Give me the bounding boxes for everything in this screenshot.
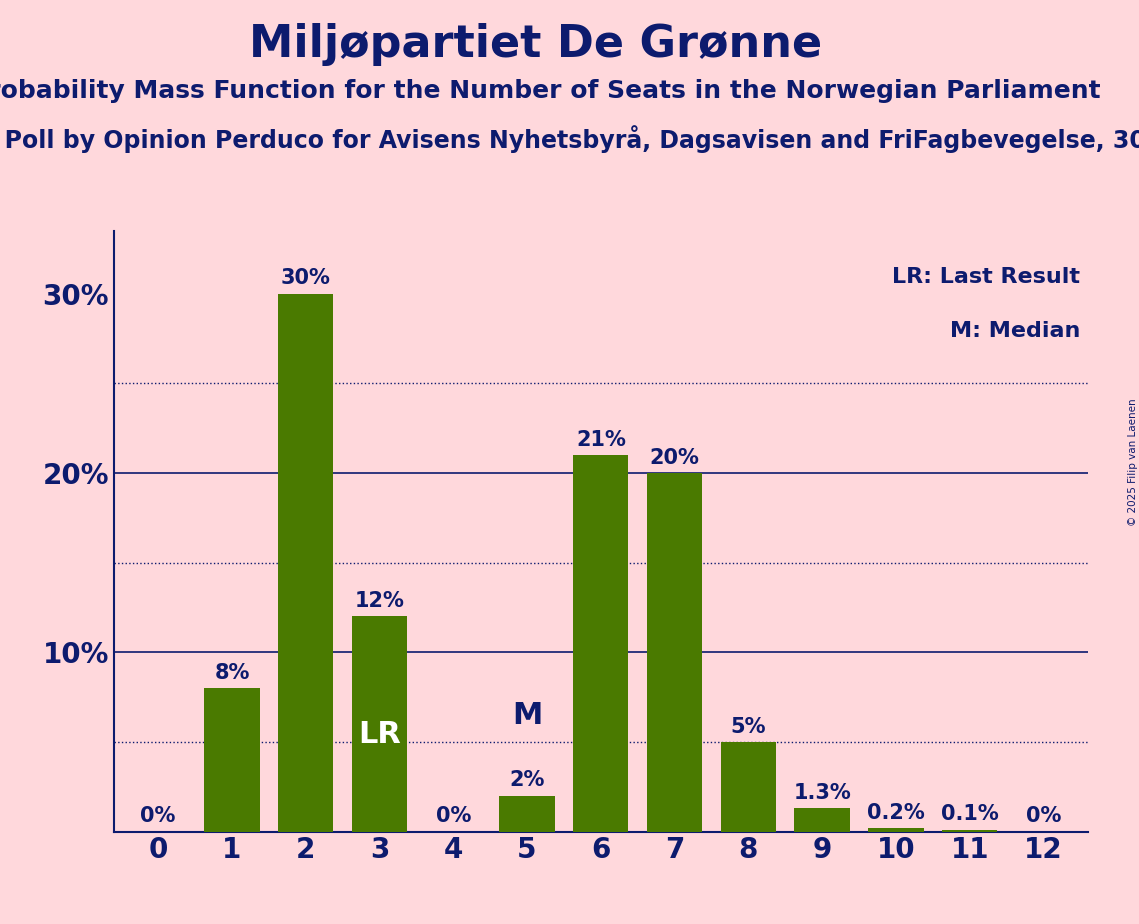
Text: 0%: 0% bbox=[435, 807, 470, 826]
Text: LR: Last Result: LR: Last Result bbox=[892, 267, 1081, 286]
Text: 8%: 8% bbox=[214, 663, 249, 683]
Bar bbox=[278, 294, 334, 832]
Text: 30%: 30% bbox=[281, 268, 330, 288]
Text: 1.3%: 1.3% bbox=[793, 783, 851, 803]
Text: Opinion Poll by Opinion Perduco for Avisens Nyhetsbyrå, Dagsavisen and FriFagbev: Opinion Poll by Opinion Perduco for Avis… bbox=[0, 125, 1139, 152]
Bar bbox=[352, 616, 407, 832]
Text: 5%: 5% bbox=[730, 717, 767, 736]
Text: 2%: 2% bbox=[509, 771, 544, 790]
Bar bbox=[942, 830, 998, 832]
Text: © 2025 Filip van Laenen: © 2025 Filip van Laenen bbox=[1129, 398, 1138, 526]
Bar bbox=[795, 808, 850, 832]
Text: 0%: 0% bbox=[1026, 807, 1062, 826]
Text: 20%: 20% bbox=[649, 447, 699, 468]
Bar bbox=[868, 828, 924, 832]
Text: 0.1%: 0.1% bbox=[941, 805, 999, 824]
Text: M: M bbox=[511, 700, 542, 730]
Text: 0.2%: 0.2% bbox=[867, 803, 925, 822]
Text: 21%: 21% bbox=[576, 430, 625, 450]
Bar bbox=[721, 742, 776, 832]
Text: 12%: 12% bbox=[354, 591, 404, 611]
Bar bbox=[499, 796, 555, 832]
Text: Miljøpartiet De Grønne: Miljøpartiet De Grønne bbox=[248, 23, 822, 67]
Bar bbox=[204, 688, 260, 832]
Text: 0%: 0% bbox=[140, 807, 175, 826]
Bar bbox=[647, 473, 703, 832]
Text: M: Median: M: Median bbox=[950, 321, 1081, 341]
Bar bbox=[573, 456, 629, 832]
Text: Probability Mass Function for the Number of Seats in the Norwegian Parliament: Probability Mass Function for the Number… bbox=[0, 79, 1100, 103]
Text: LR: LR bbox=[358, 721, 401, 749]
